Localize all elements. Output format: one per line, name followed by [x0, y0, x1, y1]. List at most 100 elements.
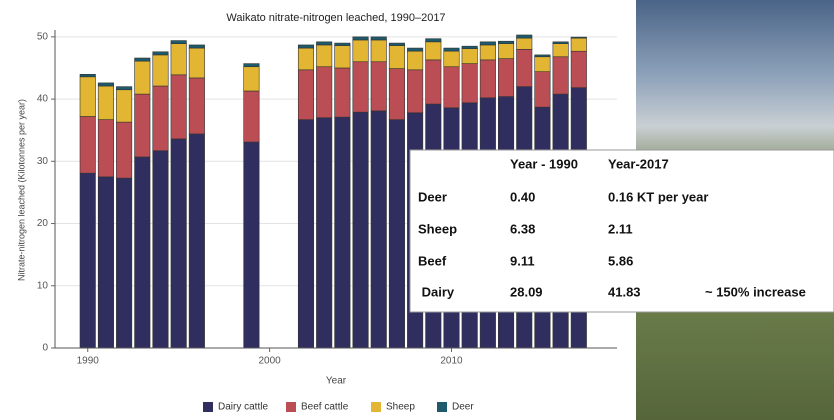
bar-segment: [316, 44, 333, 68]
bar-segment: [407, 50, 424, 71]
bar-segment: [461, 48, 478, 64]
y-tick-label: 0: [42, 343, 48, 354]
table-cell: 28.09: [510, 284, 543, 299]
legend-swatch: [437, 402, 447, 412]
bar-segment: [534, 71, 551, 108]
bar-segment: [97, 176, 114, 349]
bar-segment: [79, 116, 96, 174]
bar-segment: [152, 51, 169, 56]
bar-segment: [170, 138, 187, 349]
bar-segment: [552, 56, 569, 95]
bar-segment: [334, 67, 351, 118]
table-cell: 0.40: [510, 189, 535, 204]
table-header: Year - 1990: [510, 156, 578, 171]
x-tick-label: 1990: [77, 356, 100, 367]
bar-segment: [79, 172, 96, 349]
bar-segment: [479, 44, 496, 61]
table-cell: ~ 150% increase: [705, 284, 806, 299]
bar-segment: [188, 133, 205, 349]
table-header: Year-2017: [608, 156, 669, 171]
bar-segment: [116, 89, 133, 123]
bar-segment: [498, 40, 515, 44]
table-cell: 41.83: [608, 284, 641, 299]
bar-segment: [461, 63, 478, 104]
bar-segment: [443, 47, 460, 52]
bar-segment: [516, 34, 533, 39]
bar-segment: [443, 50, 460, 68]
legend-label: Dairy cattle: [218, 402, 268, 413]
bar-segment: [370, 36, 387, 41]
table-cell: Dairy: [418, 284, 455, 299]
bar-segment: [316, 41, 333, 46]
legend-label: Sheep: [386, 402, 415, 413]
bar-segment: [498, 58, 515, 97]
legend-label: Beef cattle: [301, 402, 349, 413]
bar-segment: [116, 177, 133, 349]
bar-segment: [570, 37, 587, 52]
bar-segment: [152, 150, 169, 349]
bar-segment: [479, 59, 496, 99]
bar-segment: [297, 69, 315, 120]
legend-swatch: [203, 402, 213, 412]
bar-segment: [116, 86, 133, 91]
y-tick-label: 50: [37, 31, 49, 42]
bar-segment: [243, 90, 260, 143]
bar-segment: [170, 40, 187, 44]
bar-segment: [188, 47, 205, 79]
bar-segment: [316, 117, 333, 349]
bar-segment: [316, 66, 333, 119]
bar-segment: [243, 141, 260, 349]
bar-segment: [388, 42, 405, 46]
bar-segment: [516, 48, 533, 87]
bar-segment: [152, 54, 169, 87]
x-tick-label: 2000: [258, 356, 281, 367]
bar-segment: [552, 41, 569, 44]
bar-segment: [407, 69, 424, 114]
x-tick-label: 2010: [440, 356, 463, 367]
bar-segment: [352, 61, 369, 113]
bar-segment: [407, 47, 424, 52]
bar-segment: [570, 50, 587, 88]
table-cell: Beef: [418, 253, 447, 268]
table-panel: [409, 149, 834, 313]
bar-segment: [498, 43, 515, 59]
bar-segment: [134, 156, 151, 349]
bar-segment: [297, 119, 315, 349]
bar-segment: [170, 74, 187, 140]
bar-segment: [388, 119, 405, 349]
y-tick-label: 20: [37, 218, 49, 229]
bar-segment: [570, 36, 587, 39]
bar-segment: [388, 68, 405, 120]
bar-segment: [534, 54, 551, 58]
bar-segment: [79, 74, 96, 78]
bar-segment: [334, 42, 351, 46]
bar-segment: [188, 77, 205, 135]
bar-segment: [188, 44, 205, 49]
table-cell: Deer: [418, 189, 447, 204]
bar-segment: [370, 110, 387, 349]
legend-swatch: [371, 402, 381, 412]
bar-segment: [79, 76, 96, 117]
bar-segment: [334, 116, 351, 349]
bar-segment: [461, 45, 478, 49]
y-tick-label: 40: [37, 94, 49, 105]
bar-segment: [116, 121, 133, 179]
table-cell: 9.11: [510, 253, 535, 268]
legend-swatch: [286, 402, 296, 412]
bar-segment: [97, 82, 114, 87]
x-axis-label: Year: [326, 376, 347, 387]
bar-segment: [97, 85, 114, 120]
bar-segment: [97, 119, 114, 178]
bar-segment: [297, 44, 315, 49]
bar-segment: [352, 39, 369, 63]
table-cell: 0.16 KT per year: [608, 189, 708, 204]
bar-segment: [170, 43, 187, 76]
bar-segment: [370, 39, 387, 63]
bar-segment: [243, 66, 260, 92]
bar-segment: [134, 60, 151, 95]
bar-segment: [152, 85, 169, 152]
y-tick-label: 30: [37, 156, 49, 167]
bar-segment: [352, 111, 369, 349]
